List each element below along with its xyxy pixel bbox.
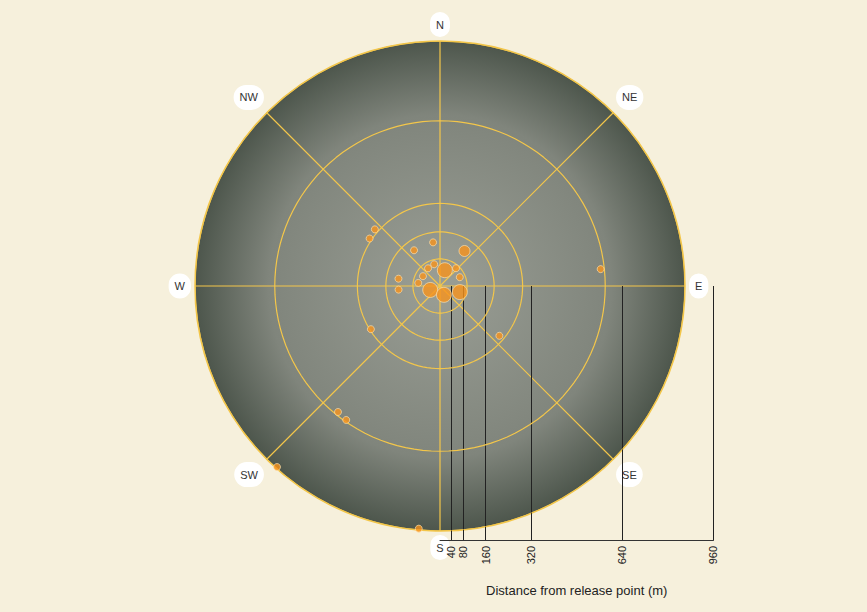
svg-text:W: W xyxy=(175,280,186,292)
svg-text:40: 40 xyxy=(445,546,457,558)
svg-text:SW: SW xyxy=(240,469,258,481)
svg-text:Distance from release point (m: Distance from release point (m) xyxy=(486,583,667,598)
svg-text:S: S xyxy=(436,542,443,554)
svg-text:E: E xyxy=(695,280,702,292)
svg-text:80: 80 xyxy=(457,546,469,558)
svg-text:320: 320 xyxy=(525,546,537,564)
svg-text:NW: NW xyxy=(240,91,259,103)
svg-text:N: N xyxy=(436,19,444,31)
svg-text:NE: NE xyxy=(622,91,637,103)
svg-text:160: 160 xyxy=(480,546,492,564)
svg-text:SE: SE xyxy=(622,469,637,481)
svg-text:960: 960 xyxy=(707,546,719,564)
svg-text:640: 640 xyxy=(616,546,628,564)
